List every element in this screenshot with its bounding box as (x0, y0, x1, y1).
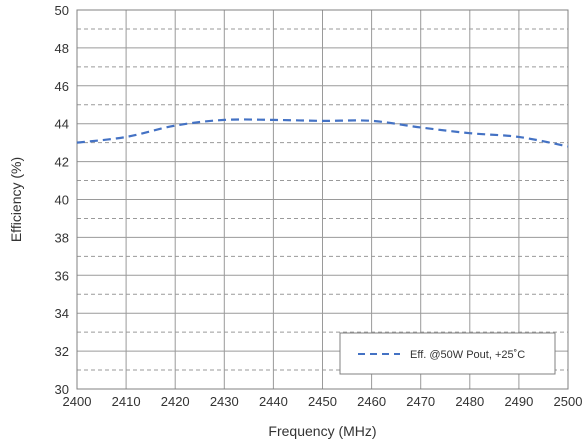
y-tick-labels: 30 32 34 36 38 40 42 44 46 48 50 (55, 3, 69, 397)
y-tick-label: 46 (55, 79, 69, 94)
x-tick-label: 2440 (259, 394, 288, 409)
y-axis-title: Efficiency (%) (8, 157, 24, 242)
y-tick-label: 44 (55, 117, 69, 132)
y-tick-label: 38 (55, 230, 69, 245)
x-axis-title: Frequency (MHz) (268, 423, 376, 439)
x-tick-label: 2490 (504, 394, 533, 409)
x-tick-label: 2500 (554, 394, 583, 409)
legend: Eff. @50W Pout, +25˚C (339, 332, 556, 375)
x-tick-label: 2460 (357, 394, 386, 409)
plot-frame (76, 9, 569, 390)
y-tick-label: 32 (55, 344, 69, 359)
x-tick-label: 2410 (112, 394, 141, 409)
series-layer (76, 118, 569, 148)
y-tick-label: 50 (55, 3, 69, 18)
legend-entry: Eff. @50W Pout, +25˚C (410, 349, 525, 361)
y-tick-label: 30 (55, 382, 69, 397)
x-tick-label: 2450 (308, 394, 337, 409)
y-tick-label: 40 (55, 193, 69, 208)
x-tick-label: 2430 (210, 394, 239, 409)
y-tick-label: 34 (55, 306, 69, 321)
y-tick-label: 42 (55, 155, 69, 170)
y-tick-label: 36 (55, 268, 69, 283)
x-tick-label: 2420 (161, 394, 190, 409)
x-tick-label: 2400 (63, 394, 92, 409)
x-tick-label: 2480 (455, 394, 484, 409)
y-tick-label: 48 (55, 41, 69, 56)
x-tick-labels: 2400 2410 2420 2430 2440 2450 2460 2470 2480 2490… (63, 394, 583, 409)
x-tick-label: 2470 (406, 394, 435, 409)
series-line (76, 118, 569, 148)
